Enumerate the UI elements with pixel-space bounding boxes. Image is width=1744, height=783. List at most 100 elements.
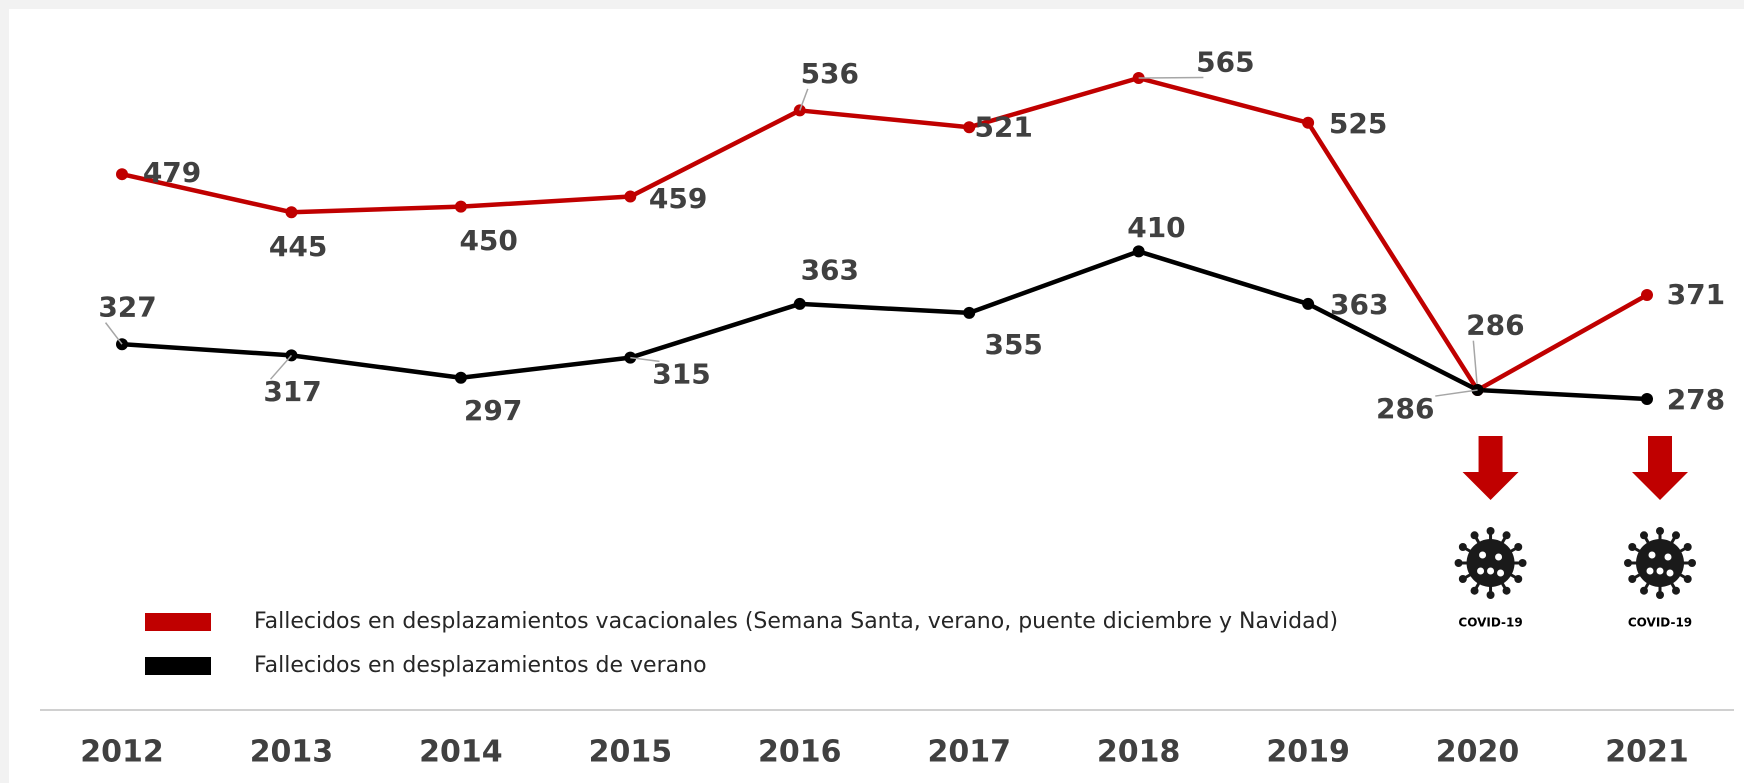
data-point	[454, 200, 467, 213]
data-label: 479	[143, 156, 201, 189]
legend-swatch	[145, 657, 211, 675]
legend-label: Fallecidos en desplazamientos de verano	[254, 653, 707, 678]
data-point	[1641, 288, 1653, 301]
data-point	[454, 371, 467, 384]
virus-spike-tip	[1672, 586, 1680, 595]
virus-spike-tip	[1640, 531, 1648, 540]
leader-line	[104, 322, 123, 345]
virus-body	[1636, 539, 1684, 587]
data-label: 317	[263, 375, 321, 408]
series-line	[121, 75, 1649, 393]
data-label: 445	[269, 230, 327, 263]
virus-spot	[1646, 567, 1654, 575]
annotation: COVID-19	[1458, 616, 1522, 630]
data-label: 536	[801, 57, 859, 90]
virus-spot	[1495, 553, 1503, 561]
x-tick-label: 2018	[1097, 735, 1181, 770]
data-label: 371	[1667, 278, 1725, 311]
virus-spike-tip	[1502, 531, 1511, 540]
virus-spike-tip	[1470, 586, 1479, 595]
x-tick-label: 2017	[927, 735, 1011, 770]
virus-spike-tip	[1514, 575, 1523, 583]
leader-line	[1472, 340, 1479, 391]
virus-spot	[1666, 569, 1674, 577]
virus-spike-tip	[1470, 531, 1479, 540]
virus-icon	[1454, 527, 1527, 599]
data-label: 327	[98, 291, 156, 324]
virus-spike-tip	[1683, 575, 1692, 583]
virus-spike-tip	[1628, 543, 1637, 551]
data-point	[1302, 116, 1315, 129]
virus-spot	[1656, 567, 1664, 575]
virus-spike-tip	[1502, 586, 1511, 595]
x-tick-label: 2016	[758, 735, 842, 770]
data-point	[1132, 245, 1145, 258]
virus-spot	[1664, 553, 1672, 561]
virus-spike-tip	[1486, 591, 1495, 599]
virus-spike-tip	[1683, 543, 1692, 551]
x-tick-label: 2021	[1605, 735, 1689, 770]
virus-spike-tip	[1514, 543, 1523, 551]
virus-spike-tip	[1672, 531, 1680, 540]
data-label: 297	[464, 394, 522, 427]
data-label: 355	[984, 328, 1042, 361]
x-tick-label: 2019	[1266, 735, 1350, 770]
data-point	[963, 306, 976, 319]
x-tick-label: 2014	[419, 735, 503, 770]
virus-spike-tip	[1688, 559, 1696, 567]
x-tick-label: 2015	[589, 735, 673, 770]
x-tick-label: 2012	[80, 735, 164, 770]
data-point	[116, 168, 128, 181]
data-label: 525	[1329, 107, 1387, 140]
virus-spike-tip	[1458, 575, 1467, 583]
data-label: 286	[1376, 392, 1434, 425]
leader-line	[269, 354, 293, 380]
virus-spike-tip	[1486, 527, 1495, 535]
leader-line	[799, 88, 809, 111]
virus-spike-tip	[1454, 559, 1463, 567]
virus-spike-tip	[1656, 591, 1664, 599]
data-point	[1302, 297, 1315, 310]
data-label: 450	[459, 224, 517, 257]
virus-spot	[1648, 551, 1656, 559]
data-label: 521	[974, 110, 1032, 143]
virus-icon	[1624, 527, 1696, 599]
virus-spike-tip	[1518, 559, 1527, 567]
legend-label: Fallecidos en desplazamientos vacacional…	[254, 609, 1338, 634]
virus-spike-tip	[1628, 575, 1637, 583]
virus-spot	[1477, 567, 1485, 575]
data-point	[285, 206, 298, 219]
virus-spot	[1487, 567, 1495, 575]
data-label: 410	[1127, 211, 1185, 244]
x-tick-label: 2020	[1436, 735, 1520, 770]
data-label: 565	[1196, 46, 1254, 79]
leader-line	[630, 356, 660, 363]
legend-swatch	[145, 613, 211, 631]
virus-spike-tip	[1656, 527, 1664, 535]
data-label: 278	[1667, 383, 1725, 416]
arrow-icon	[1632, 436, 1688, 500]
data-point	[624, 190, 637, 203]
virus-spike-tip	[1640, 586, 1648, 595]
virus-spike-tip	[1624, 559, 1632, 567]
x-tick-label: 2013	[250, 735, 334, 770]
plot-background	[9, 9, 1744, 783]
data-label: 315	[652, 357, 710, 390]
arrow-icon	[1462, 436, 1519, 500]
virus-body	[1466, 539, 1515, 587]
virus-spike-tip	[1458, 543, 1467, 551]
data-label: 363	[801, 254, 859, 287]
virus-spot	[1497, 569, 1505, 577]
leader-line	[1435, 389, 1478, 397]
data-label: 459	[649, 182, 707, 215]
series-line	[121, 249, 1648, 402]
data-point	[793, 297, 806, 310]
data-point	[1641, 393, 1653, 405]
data-point	[963, 121, 976, 134]
virus-spot	[1479, 551, 1487, 559]
annotation: COVID-19	[1628, 616, 1692, 630]
data-label: 363	[1330, 288, 1388, 321]
data-label: 286	[1466, 309, 1524, 342]
